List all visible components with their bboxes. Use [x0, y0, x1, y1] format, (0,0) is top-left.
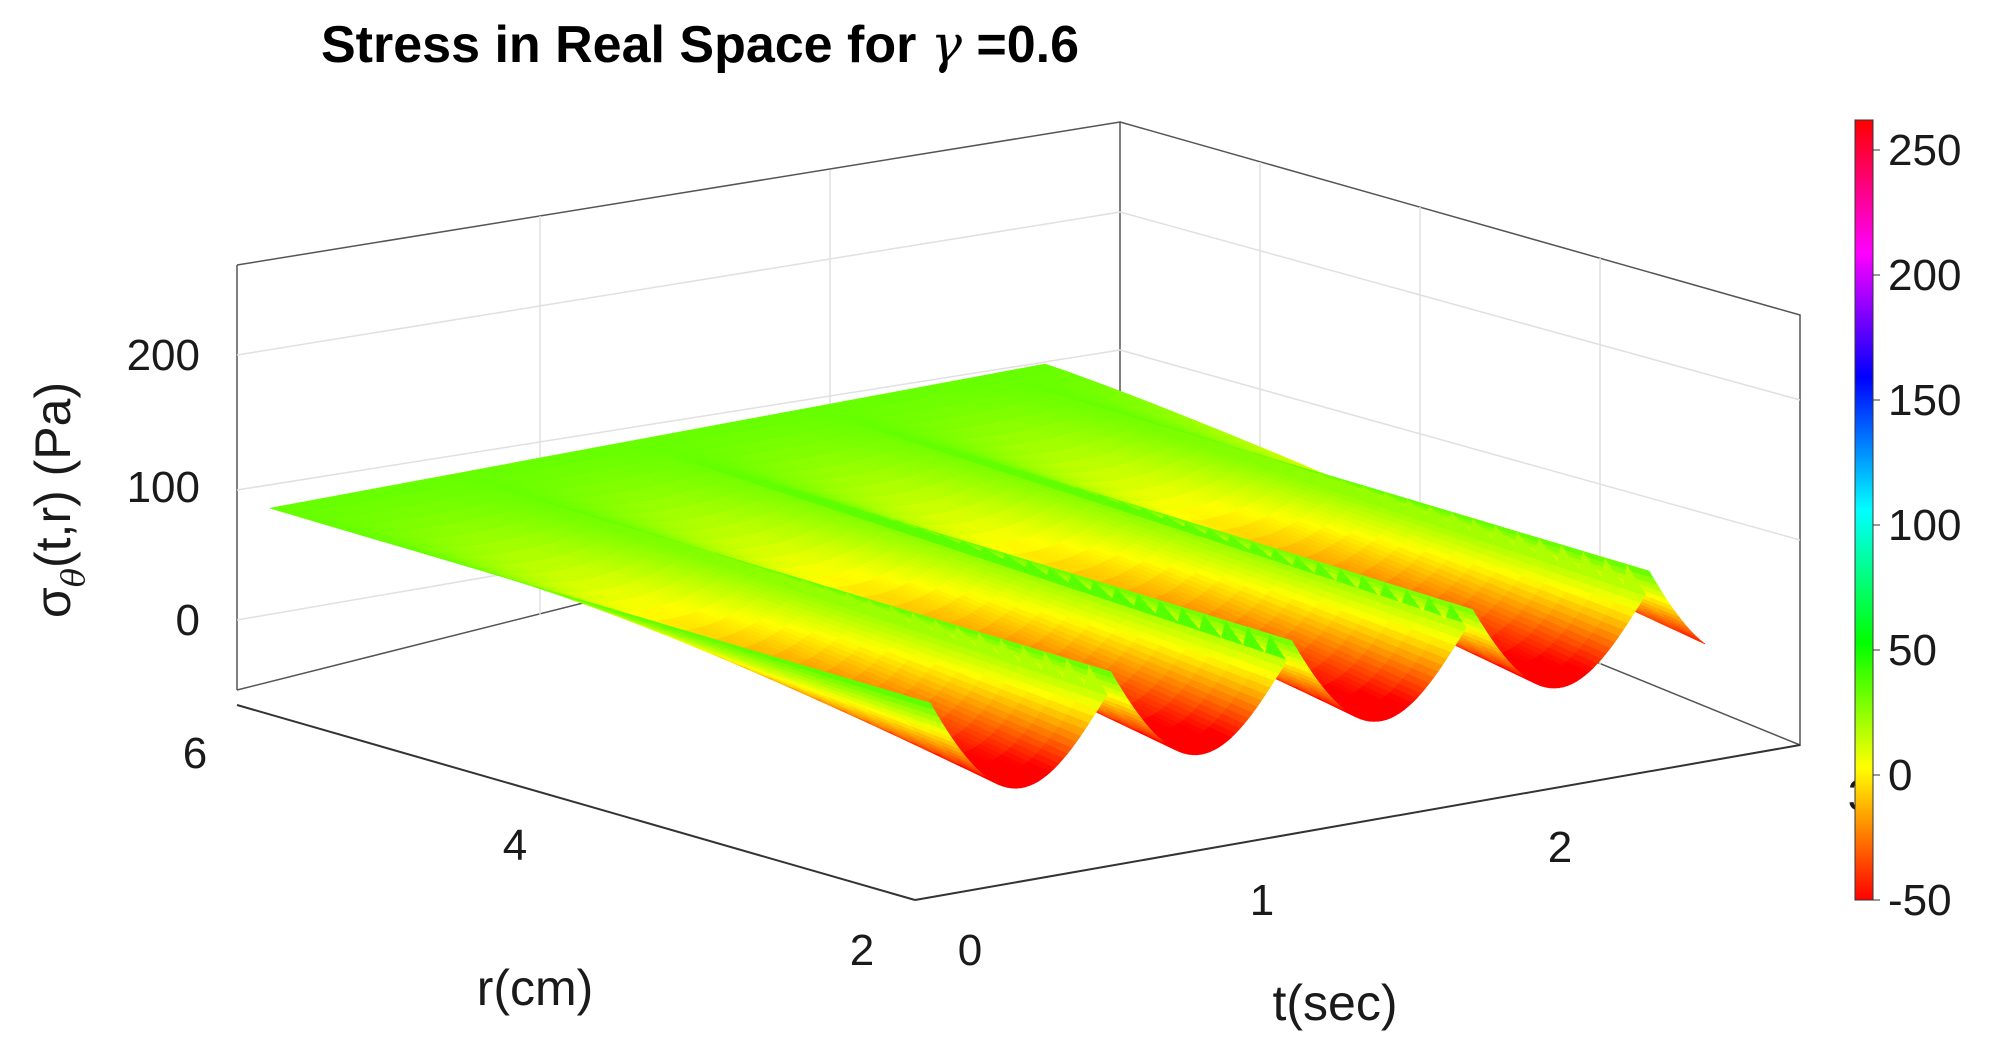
front-bottom-left-edge: [236, 704, 916, 901]
chart-title: Stress in Real Space for γ =0.6: [321, 15, 1079, 75]
front-bottom-right-edge: [914, 744, 1801, 901]
stress-surface: [269, 363, 1706, 789]
